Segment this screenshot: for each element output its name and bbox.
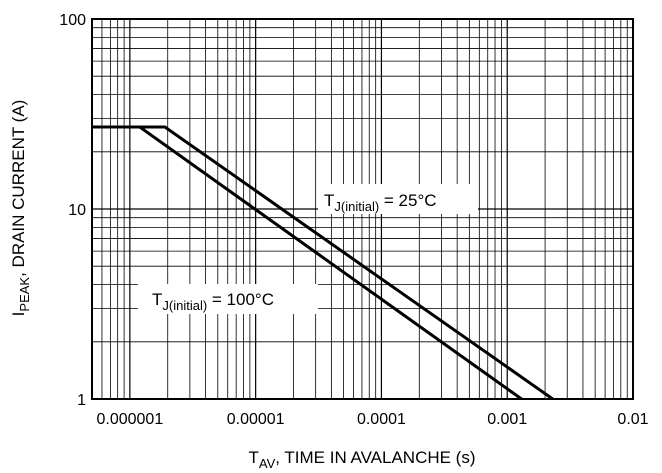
x-axis-title-main: T bbox=[248, 448, 258, 467]
y-tick-label: 1 bbox=[77, 392, 86, 409]
y-tick-label: 10 bbox=[68, 202, 86, 219]
annotation-25c-box bbox=[318, 184, 478, 214]
x-axis-title: TAV, TIME IN AVALANCHE (s) bbox=[248, 448, 475, 471]
series-line-2 bbox=[92, 125, 523, 401]
x-tick-label: 0.001 bbox=[487, 411, 527, 428]
annotation-25c: TJ(initial) = 25°C bbox=[324, 191, 437, 214]
annotation-100c-box bbox=[138, 284, 318, 314]
x-tick-label: 0.00001 bbox=[227, 411, 285, 428]
annotation-100c: TJ(initial) = 100°C bbox=[152, 290, 274, 313]
y-axis-title-rest: , DRAIN CURRENT (A) bbox=[9, 100, 28, 277]
x-tick-label: 0.0001 bbox=[357, 411, 406, 428]
y-axis-title-sub: PEAK bbox=[17, 277, 32, 312]
x-tick-label: 0.01 bbox=[617, 411, 648, 428]
grid bbox=[92, 19, 633, 399]
annotation-100c-main: T bbox=[152, 290, 162, 309]
annotation-100c-sub: J(initial) bbox=[162, 298, 207, 313]
annotation-25c-sub: J(initial) bbox=[334, 199, 379, 214]
x-axis-title-rest: , TIME IN AVALANCHE (s) bbox=[275, 448, 475, 467]
data-series bbox=[92, 125, 554, 401]
tick-labels: 0.000001 0.00001 0.0001 0.001 0.01 1 10 100 bbox=[59, 12, 648, 428]
annotation-25c-main: T bbox=[324, 191, 334, 210]
annotation-100c-rest: = 100°C bbox=[207, 290, 274, 309]
y-axis-title: IPEAK, DRAIN CURRENT (A) bbox=[9, 100, 32, 317]
x-tick-label: 0.000001 bbox=[96, 411, 163, 428]
annotation-25c-rest: = 25°C bbox=[379, 191, 436, 210]
y-axis-title-main: I bbox=[9, 312, 28, 317]
x-axis-title-sub: AV bbox=[259, 456, 276, 471]
plot-frame bbox=[91, 18, 634, 400]
y-tick-label: 100 bbox=[59, 12, 86, 29]
